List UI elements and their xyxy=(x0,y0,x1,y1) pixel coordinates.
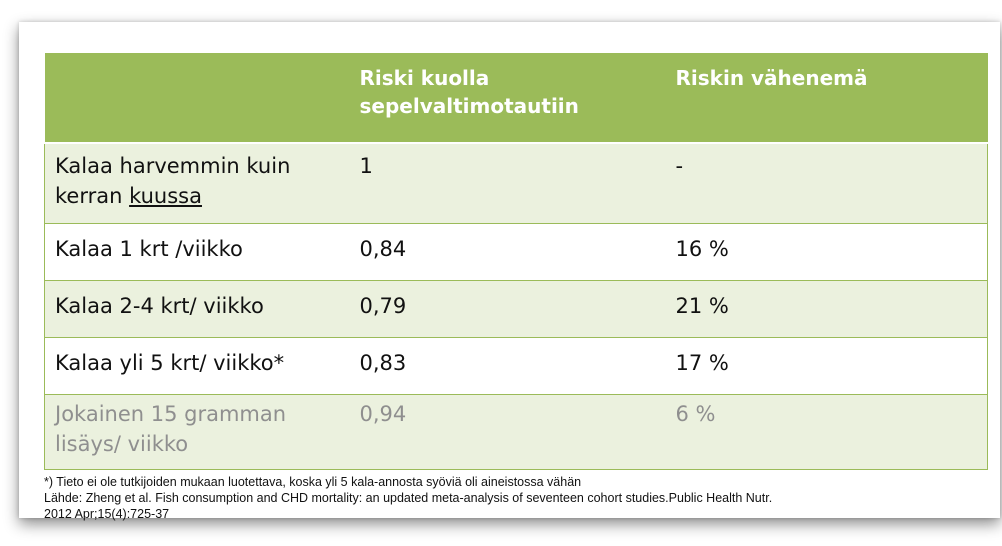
row-risk-value: 0,83 xyxy=(349,337,666,395)
header-reduction-column: Riskin vähenemä xyxy=(665,53,988,144)
footnote-reliability: *) Tieto ei ole tutkijoiden mukaan luote… xyxy=(44,475,582,489)
row-label: Kalaa harvemmin kuin kerran kuussa xyxy=(44,143,350,224)
row-label-underlined: kuussa xyxy=(129,184,202,208)
table-row: Jokainen 15 gramman lisäys/ viikko 0,94 … xyxy=(44,394,988,470)
row-reduction-value: - xyxy=(665,143,988,224)
row-reduction-value: 21 % xyxy=(665,280,988,338)
source-citation-line-2: 2012 Apr;15(4):725-37 xyxy=(44,507,170,521)
row-risk-value: 0,79 xyxy=(349,280,666,338)
source-citation-line-1: Lähde: Zheng et al. Fish consumption and… xyxy=(44,491,773,505)
row-label: Kalaa yli 5 krt/ viikko* xyxy=(44,337,350,395)
footnotes: *) Tieto ei ole tutkijoiden mukaan luote… xyxy=(44,474,989,522)
row-label: Kalaa 1 krt /viikko xyxy=(44,223,350,281)
fish-risk-table: Riski kuolla sepelvaltimotautiin Riskin … xyxy=(44,53,988,470)
header-label-column xyxy=(44,53,350,144)
row-risk-value: 1 xyxy=(349,143,666,224)
table-row: Kalaa 1 krt /viikko 0,84 16 % xyxy=(44,223,988,281)
header-risk-column: Riski kuolla sepelvaltimotautiin xyxy=(349,53,666,144)
row-label-text: Kalaa harvemmin kuin kerran xyxy=(55,154,291,208)
row-label: Jokainen 15 gramman lisäys/ viikko xyxy=(44,394,350,470)
row-reduction-value: 16 % xyxy=(665,223,988,281)
row-reduction-value: 17 % xyxy=(665,337,988,395)
table-row: Kalaa yli 5 krt/ viikko* 0,83 17 % xyxy=(44,337,988,395)
row-label: Kalaa 2-4 krt/ viikko xyxy=(44,280,350,338)
table-card: Riski kuolla sepelvaltimotautiin Riskin … xyxy=(19,22,1000,521)
table-row: Kalaa harvemmin kuin kerran kuussa 1 - xyxy=(44,143,988,224)
table-row: Kalaa 2-4 krt/ viikko 0,79 21 % xyxy=(44,280,988,338)
row-risk-value: 0,94 xyxy=(349,394,666,470)
row-reduction-value: 6 % xyxy=(665,394,988,470)
row-risk-value: 0,84 xyxy=(349,223,666,281)
table-header-row: Riski kuolla sepelvaltimotautiin Riskin … xyxy=(44,53,988,144)
